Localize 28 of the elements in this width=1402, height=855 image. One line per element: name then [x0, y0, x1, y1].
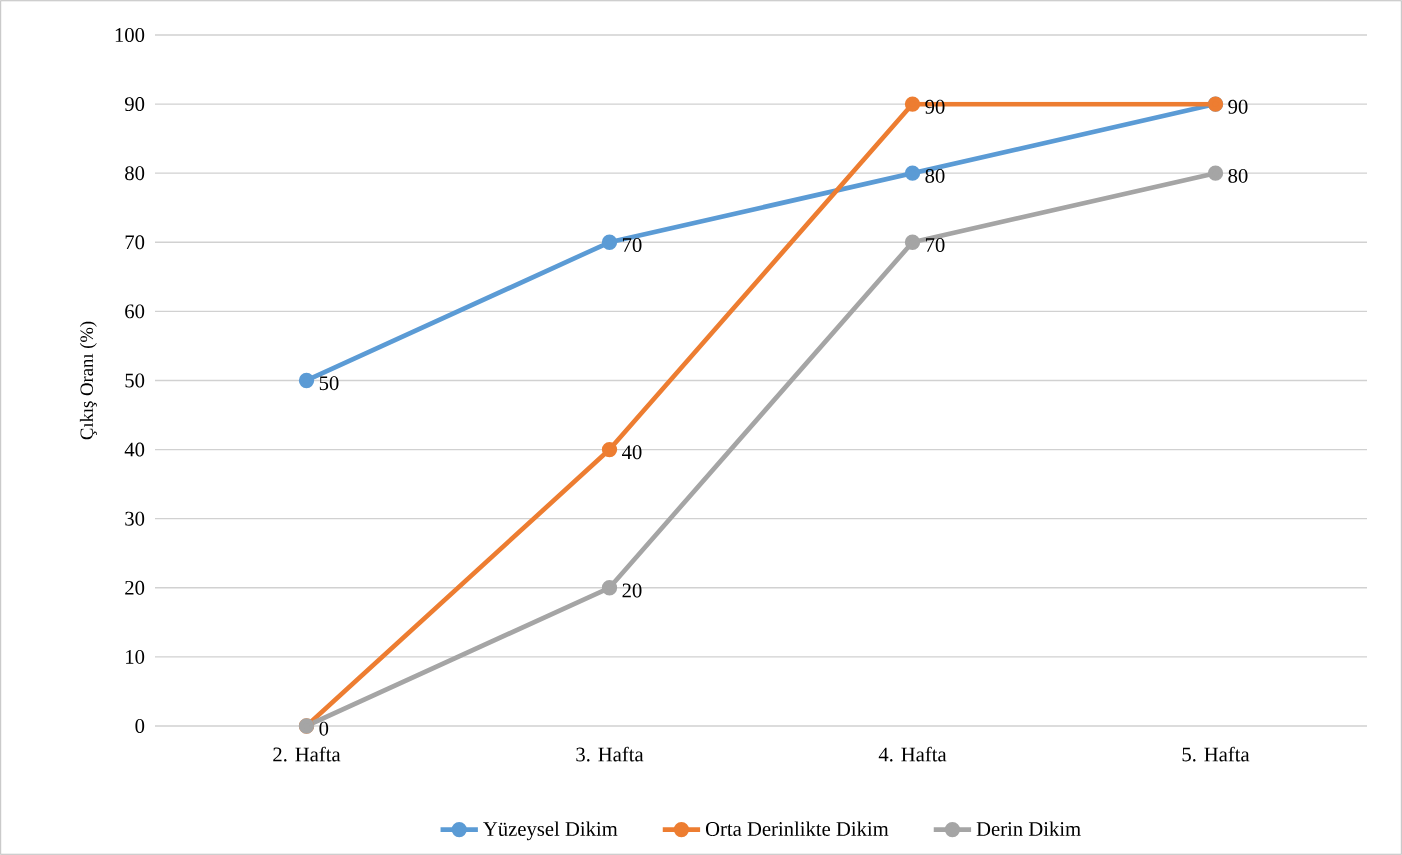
y-tick-label: 10 — [126, 649, 145, 664]
legend-label: Derin Dikim — [976, 821, 1081, 836]
x-tick-label: 3. Hafta — [576, 746, 644, 762]
y-tick-label: 0 — [135, 719, 145, 733]
x-tick-label: 4. Hafta — [878, 746, 947, 762]
legend-label: Yüzeysel Dikim — [483, 821, 618, 841]
y-axis-title: Çıkış Oranı (%) — [79, 321, 97, 440]
x-tick-label: 5. Hafta — [1182, 746, 1250, 762]
x-tick-label: 2. Hafta — [273, 746, 341, 762]
y-tick-label: 70 — [125, 235, 145, 250]
y-tick-label: 20 — [125, 580, 145, 595]
y-tick-label: 90 — [124, 97, 145, 112]
y-tick-label: 50 — [125, 373, 145, 388]
data-label: 70 — [622, 237, 642, 252]
y-tick-label: 80 — [125, 166, 145, 181]
data-label: 40 — [622, 445, 642, 460]
data-label: 0 — [319, 721, 329, 736]
data-label: 90 — [1228, 99, 1248, 114]
y-tick-label: 40 — [124, 442, 145, 457]
y-tick-label: 30 — [125, 511, 145, 526]
data-label: 20 — [622, 583, 642, 598]
data-label: 70 — [925, 237, 945, 252]
data-label: 50 — [319, 376, 339, 391]
data-label: 80 — [925, 168, 945, 183]
y-tick-label: 100 — [115, 28, 145, 42]
legend-label: Orta Derinlikte Dikim — [705, 821, 889, 836]
data-label: 80 — [1228, 168, 1248, 183]
y-tick-label: 60 — [125, 304, 145, 319]
